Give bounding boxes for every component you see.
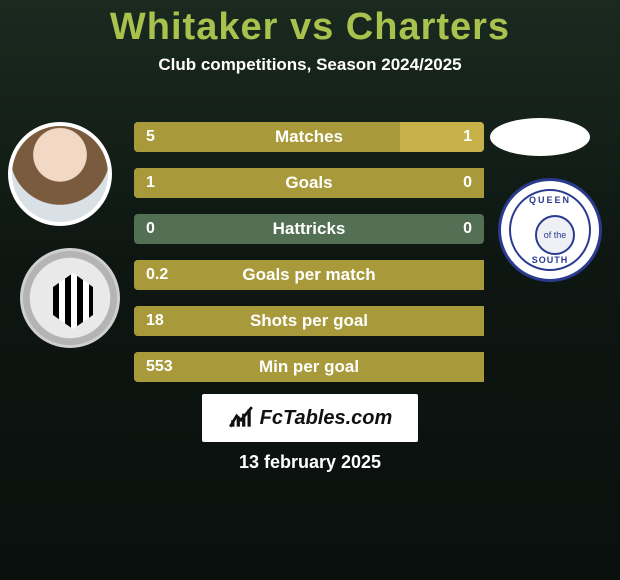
stat-label: Goals per match (134, 265, 484, 285)
stat-row: 18Shots per goal (134, 306, 484, 336)
stat-row: 0.2Goals per match (134, 260, 484, 290)
stat-label: Min per goal (134, 357, 484, 377)
stat-bars: 51Matches 10Goals 00Hattricks 0.2Goals per … (134, 122, 484, 398)
stat-row: 10Goals (134, 168, 484, 198)
club-right-text-top: QUEEN (501, 195, 599, 205)
player-left-avatar (8, 122, 112, 226)
stat-label: Hattricks (134, 219, 484, 239)
chart-icon (228, 405, 254, 431)
stat-label: Matches (134, 127, 484, 147)
comparison-card: { "title": "Whitaker vs Charters", "subt… (0, 0, 620, 580)
stat-label: Shots per goal (134, 311, 484, 331)
club-left-badge (20, 248, 120, 348)
stat-label: Goals (134, 173, 484, 193)
stat-row: 51Matches (134, 122, 484, 152)
club-right-text-bottom: SOUTH (501, 255, 599, 265)
stat-row: 00Hattricks (134, 214, 484, 244)
watermark: FcTables.com (202, 394, 418, 442)
stat-row: 553Min per goal (134, 352, 484, 382)
watermark-text: FcTables.com (260, 407, 393, 430)
subtitle: Club competitions, Season 2024/2025 (0, 55, 620, 75)
page-title: Whitaker vs Charters (0, 0, 620, 49)
player-right-avatar (490, 118, 590, 156)
date: 13 february 2025 (0, 452, 620, 473)
club-right-text-mid: of the (535, 215, 575, 255)
club-right-badge: QUEEN SOUTH of the (498, 178, 602, 282)
